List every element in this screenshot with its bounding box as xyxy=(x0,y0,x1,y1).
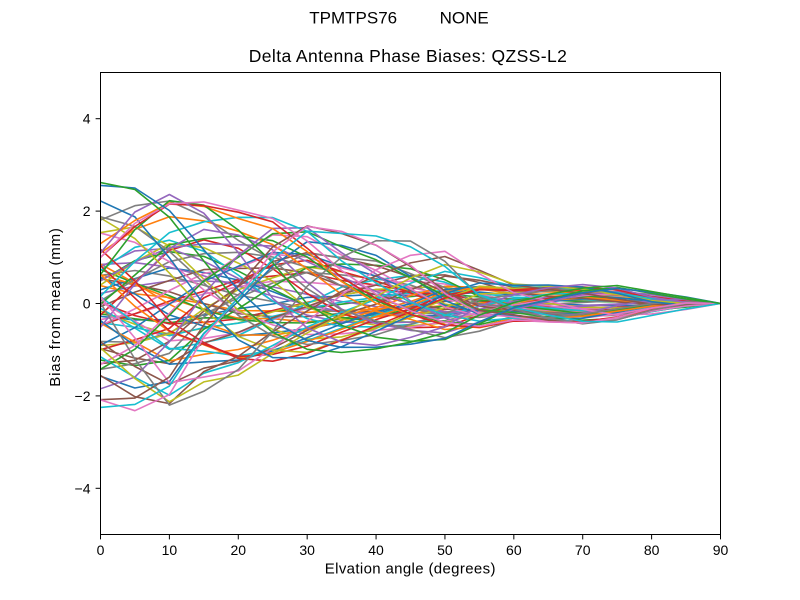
svg-text:0: 0 xyxy=(83,296,91,312)
svg-text:Elvation angle (degrees): Elvation angle (degrees) xyxy=(325,561,496,578)
svg-text:4: 4 xyxy=(83,111,91,127)
svg-text:0: 0 xyxy=(97,542,105,558)
svg-text:40: 40 xyxy=(368,542,384,558)
svg-text:20: 20 xyxy=(230,542,246,558)
svg-text:−4: −4 xyxy=(75,480,91,496)
svg-text:10: 10 xyxy=(162,542,178,558)
svg-text:60: 60 xyxy=(506,542,522,558)
svg-text:50: 50 xyxy=(437,542,453,558)
svg-text:−2: −2 xyxy=(75,388,91,404)
svg-text:80: 80 xyxy=(644,542,660,558)
svg-text:90: 90 xyxy=(713,542,729,558)
svg-text:TPMTPS76 NONE: TPMTPS76 NONE xyxy=(309,9,488,28)
svg-text:2: 2 xyxy=(83,203,91,219)
svg-text:70: 70 xyxy=(575,542,591,558)
svg-text:Bias from mean (mm): Bias from mean (mm) xyxy=(47,227,64,386)
svg-text:Delta Antenna Phase Biases: QZ: Delta Antenna Phase Biases: QZSS-L2 xyxy=(249,46,567,66)
svg-text:30: 30 xyxy=(299,542,315,558)
